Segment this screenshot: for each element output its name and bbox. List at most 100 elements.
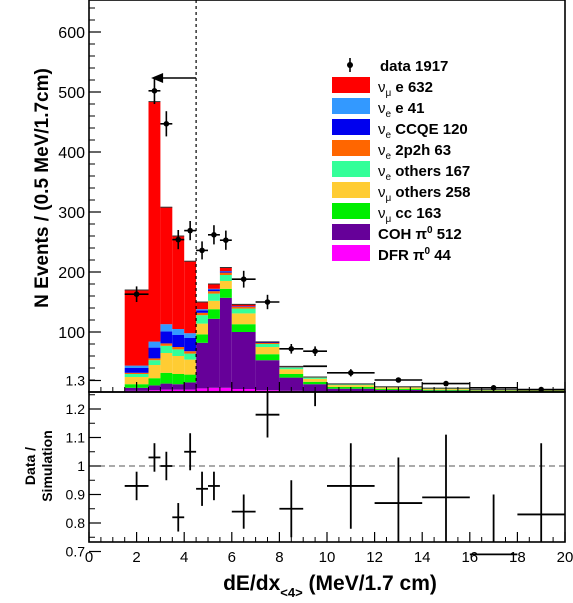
bar-segment xyxy=(160,372,173,384)
bar-segment xyxy=(208,284,220,289)
legend-label-sub: μ xyxy=(386,88,392,99)
y-tick-label: 400 xyxy=(58,145,85,162)
legend-label-rest: 44 xyxy=(430,247,452,264)
bar-segment xyxy=(160,383,173,390)
data-point xyxy=(443,380,449,387)
data-point xyxy=(223,237,229,243)
cut-indicator xyxy=(151,0,197,392)
bar-segment xyxy=(160,331,173,344)
legend-label-main: ν xyxy=(378,121,386,138)
legend-label-sub: μ xyxy=(386,193,392,204)
legend-label-sub: e xyxy=(386,151,392,162)
data-point xyxy=(187,227,193,234)
bar-segment xyxy=(231,306,256,307)
ratio-axes: 0.7 0.8 0.9 1 1.1 1.2 1.3 0 2 4 6 8 10 12 14 16 18 20 xyxy=(66,373,573,567)
data-point xyxy=(288,346,295,352)
data-point xyxy=(395,377,402,383)
bar-segment xyxy=(184,351,197,354)
legend-label-rest: e 632 xyxy=(391,79,433,96)
bar-segment xyxy=(255,342,280,343)
data-point xyxy=(211,232,217,238)
bar-segment xyxy=(255,344,280,347)
legend-label-rest: 2p2h 63 xyxy=(391,142,451,159)
bar-segment xyxy=(148,358,161,361)
legend-swatch xyxy=(332,245,370,261)
legend-swatch xyxy=(332,98,370,114)
x-tick-label: 20 xyxy=(557,549,573,566)
bar-segment xyxy=(172,349,185,356)
y-axis-label: N Events / (0.5 MeV/1.7cm) xyxy=(32,68,53,308)
bar-segment xyxy=(327,384,375,386)
bar-segment xyxy=(255,342,280,344)
bar-segment xyxy=(219,387,232,392)
data-point xyxy=(133,291,140,298)
legend-label: COH π0 512 xyxy=(378,225,462,243)
x-axis-label-sub: <4> xyxy=(280,585,303,600)
legend-label: νe e 41 xyxy=(378,100,424,120)
data-point xyxy=(163,121,170,127)
bar-segment xyxy=(148,360,161,365)
bar-segment xyxy=(255,354,280,361)
legend-label-main: COH π xyxy=(378,226,428,243)
bar-segment xyxy=(184,374,197,383)
bar-segment xyxy=(303,381,327,385)
bar-segment xyxy=(279,366,304,368)
x-tick-label: 10 xyxy=(319,549,336,566)
bar-segment xyxy=(148,390,161,392)
x-tick-label: 14 xyxy=(414,549,431,566)
bar-segment xyxy=(160,207,173,325)
bar-segment xyxy=(219,271,232,273)
bar-segment xyxy=(255,360,280,391)
bar-segment xyxy=(208,300,220,310)
legend-data-marker xyxy=(347,62,353,68)
legend-label-rest: others 258 xyxy=(391,184,470,201)
bar-segment xyxy=(124,374,149,377)
ratio-tick-label: 0.8 xyxy=(66,515,86,531)
bar-segment xyxy=(208,289,220,292)
x-tick-label: 16 xyxy=(461,549,478,566)
y-tick-label: 300 xyxy=(58,205,85,222)
bar-segment xyxy=(160,343,173,346)
bar-segment xyxy=(160,345,173,353)
cut-arrow-head xyxy=(151,73,164,83)
legend-label: DFR π0 44 xyxy=(378,246,452,264)
bar-segment xyxy=(231,313,256,325)
bar-segment xyxy=(124,372,149,374)
bar-segment xyxy=(196,312,208,316)
bar-segment xyxy=(148,385,161,391)
ratio-tick-label: 1.3 xyxy=(66,373,86,389)
bar-segment xyxy=(196,334,208,343)
ratio-tick-label: 1.1 xyxy=(66,430,86,446)
x-tick-label: 0 xyxy=(85,549,93,566)
bar-segment xyxy=(208,288,220,290)
x-tick-label: 18 xyxy=(509,549,526,566)
bar-segment xyxy=(184,261,197,334)
bar-segment xyxy=(172,356,185,374)
ratio-tick-label: 1 xyxy=(77,458,85,474)
y-tick-label: 600 xyxy=(58,25,85,42)
data-point xyxy=(240,276,247,283)
bar-segment xyxy=(196,323,208,335)
ratio-tick-label: 0.9 xyxy=(66,487,86,503)
bar-segment xyxy=(303,377,327,379)
bar-segment xyxy=(148,378,161,386)
bar-segment xyxy=(172,335,185,347)
bar-segment xyxy=(196,310,208,313)
legend-label-main: ν xyxy=(378,184,386,201)
bar-segment xyxy=(160,353,173,373)
x-axis-label-main: dE/dx xyxy=(223,572,280,595)
ratio-points xyxy=(124,365,565,556)
legend-label-main: ν xyxy=(378,142,386,159)
y-tick-label: 200 xyxy=(58,265,85,282)
bar-segment xyxy=(219,288,232,298)
ratio-tick-label: 1.2 xyxy=(66,401,86,417)
legend-label-rest: others 167 xyxy=(391,163,470,180)
bar-segment xyxy=(124,377,149,385)
bar-segment xyxy=(196,315,208,324)
bar-segment xyxy=(219,272,232,275)
bar-segment xyxy=(327,385,375,387)
bar-segment xyxy=(184,389,197,392)
bar-segment xyxy=(172,236,185,329)
x-axis-label: dE/dx<4> (MeV/1.7 cm) xyxy=(223,572,437,600)
